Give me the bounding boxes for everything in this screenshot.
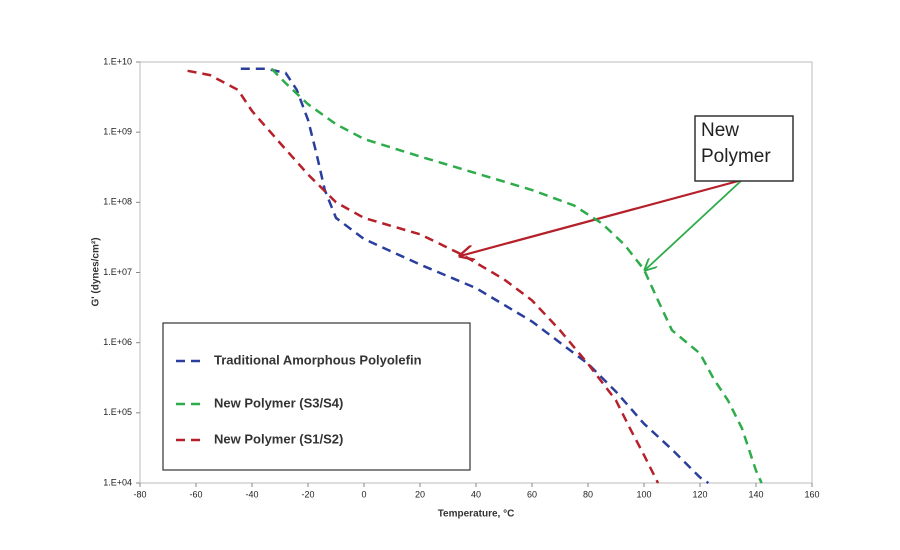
data-line (187, 69, 660, 484)
x-tick-label: 0 (361, 489, 366, 499)
x-tick-label: -80 (133, 489, 146, 499)
annotation-arrow (645, 179, 743, 270)
x-tick-label: -40 (245, 489, 258, 499)
x-tick-label: 120 (692, 489, 707, 499)
annotation-text: New Polymer (701, 120, 771, 167)
x-tick-label: 40 (471, 489, 481, 499)
annotation-arrow (460, 178, 743, 256)
legend-label: New Polymer (S3/S4) (214, 395, 343, 410)
x-tick-label: 100 (636, 489, 651, 499)
x-tick-label: 160 (804, 489, 819, 499)
x-tick-label: 80 (583, 489, 593, 499)
x-tick-label: -20 (301, 489, 314, 499)
x-tick-label: 140 (748, 489, 763, 499)
data-line (270, 67, 763, 484)
y-axis-label: G' (dynes/cm²) (91, 237, 102, 306)
annotation-holder: New Polymer (701, 120, 771, 167)
legend-box (162, 322, 471, 471)
legend-label: Traditional Amorphous Polyolefin (214, 352, 422, 367)
y-tick-label: 1.E+07 (103, 267, 132, 277)
y-tick-label: 1.E+06 (103, 337, 132, 347)
y-tick-label: 1.E+04 (103, 477, 132, 487)
legend-label: New Polymer (S1/S2) (214, 431, 343, 446)
y-tick-label: 1.E+08 (103, 197, 132, 207)
x-axis-label: Temperature, °C (438, 509, 515, 520)
y-tick-label: 1.E+09 (103, 127, 132, 137)
y-tick-label: 1.E+10 (103, 56, 132, 66)
data-line (240, 67, 710, 485)
annotation-box (694, 115, 794, 182)
y-tick-label: 1.E+05 (103, 407, 132, 417)
x-tick-label: 60 (527, 489, 537, 499)
x-tick-label: 20 (415, 489, 425, 499)
x-tick-label: -60 (189, 489, 202, 499)
